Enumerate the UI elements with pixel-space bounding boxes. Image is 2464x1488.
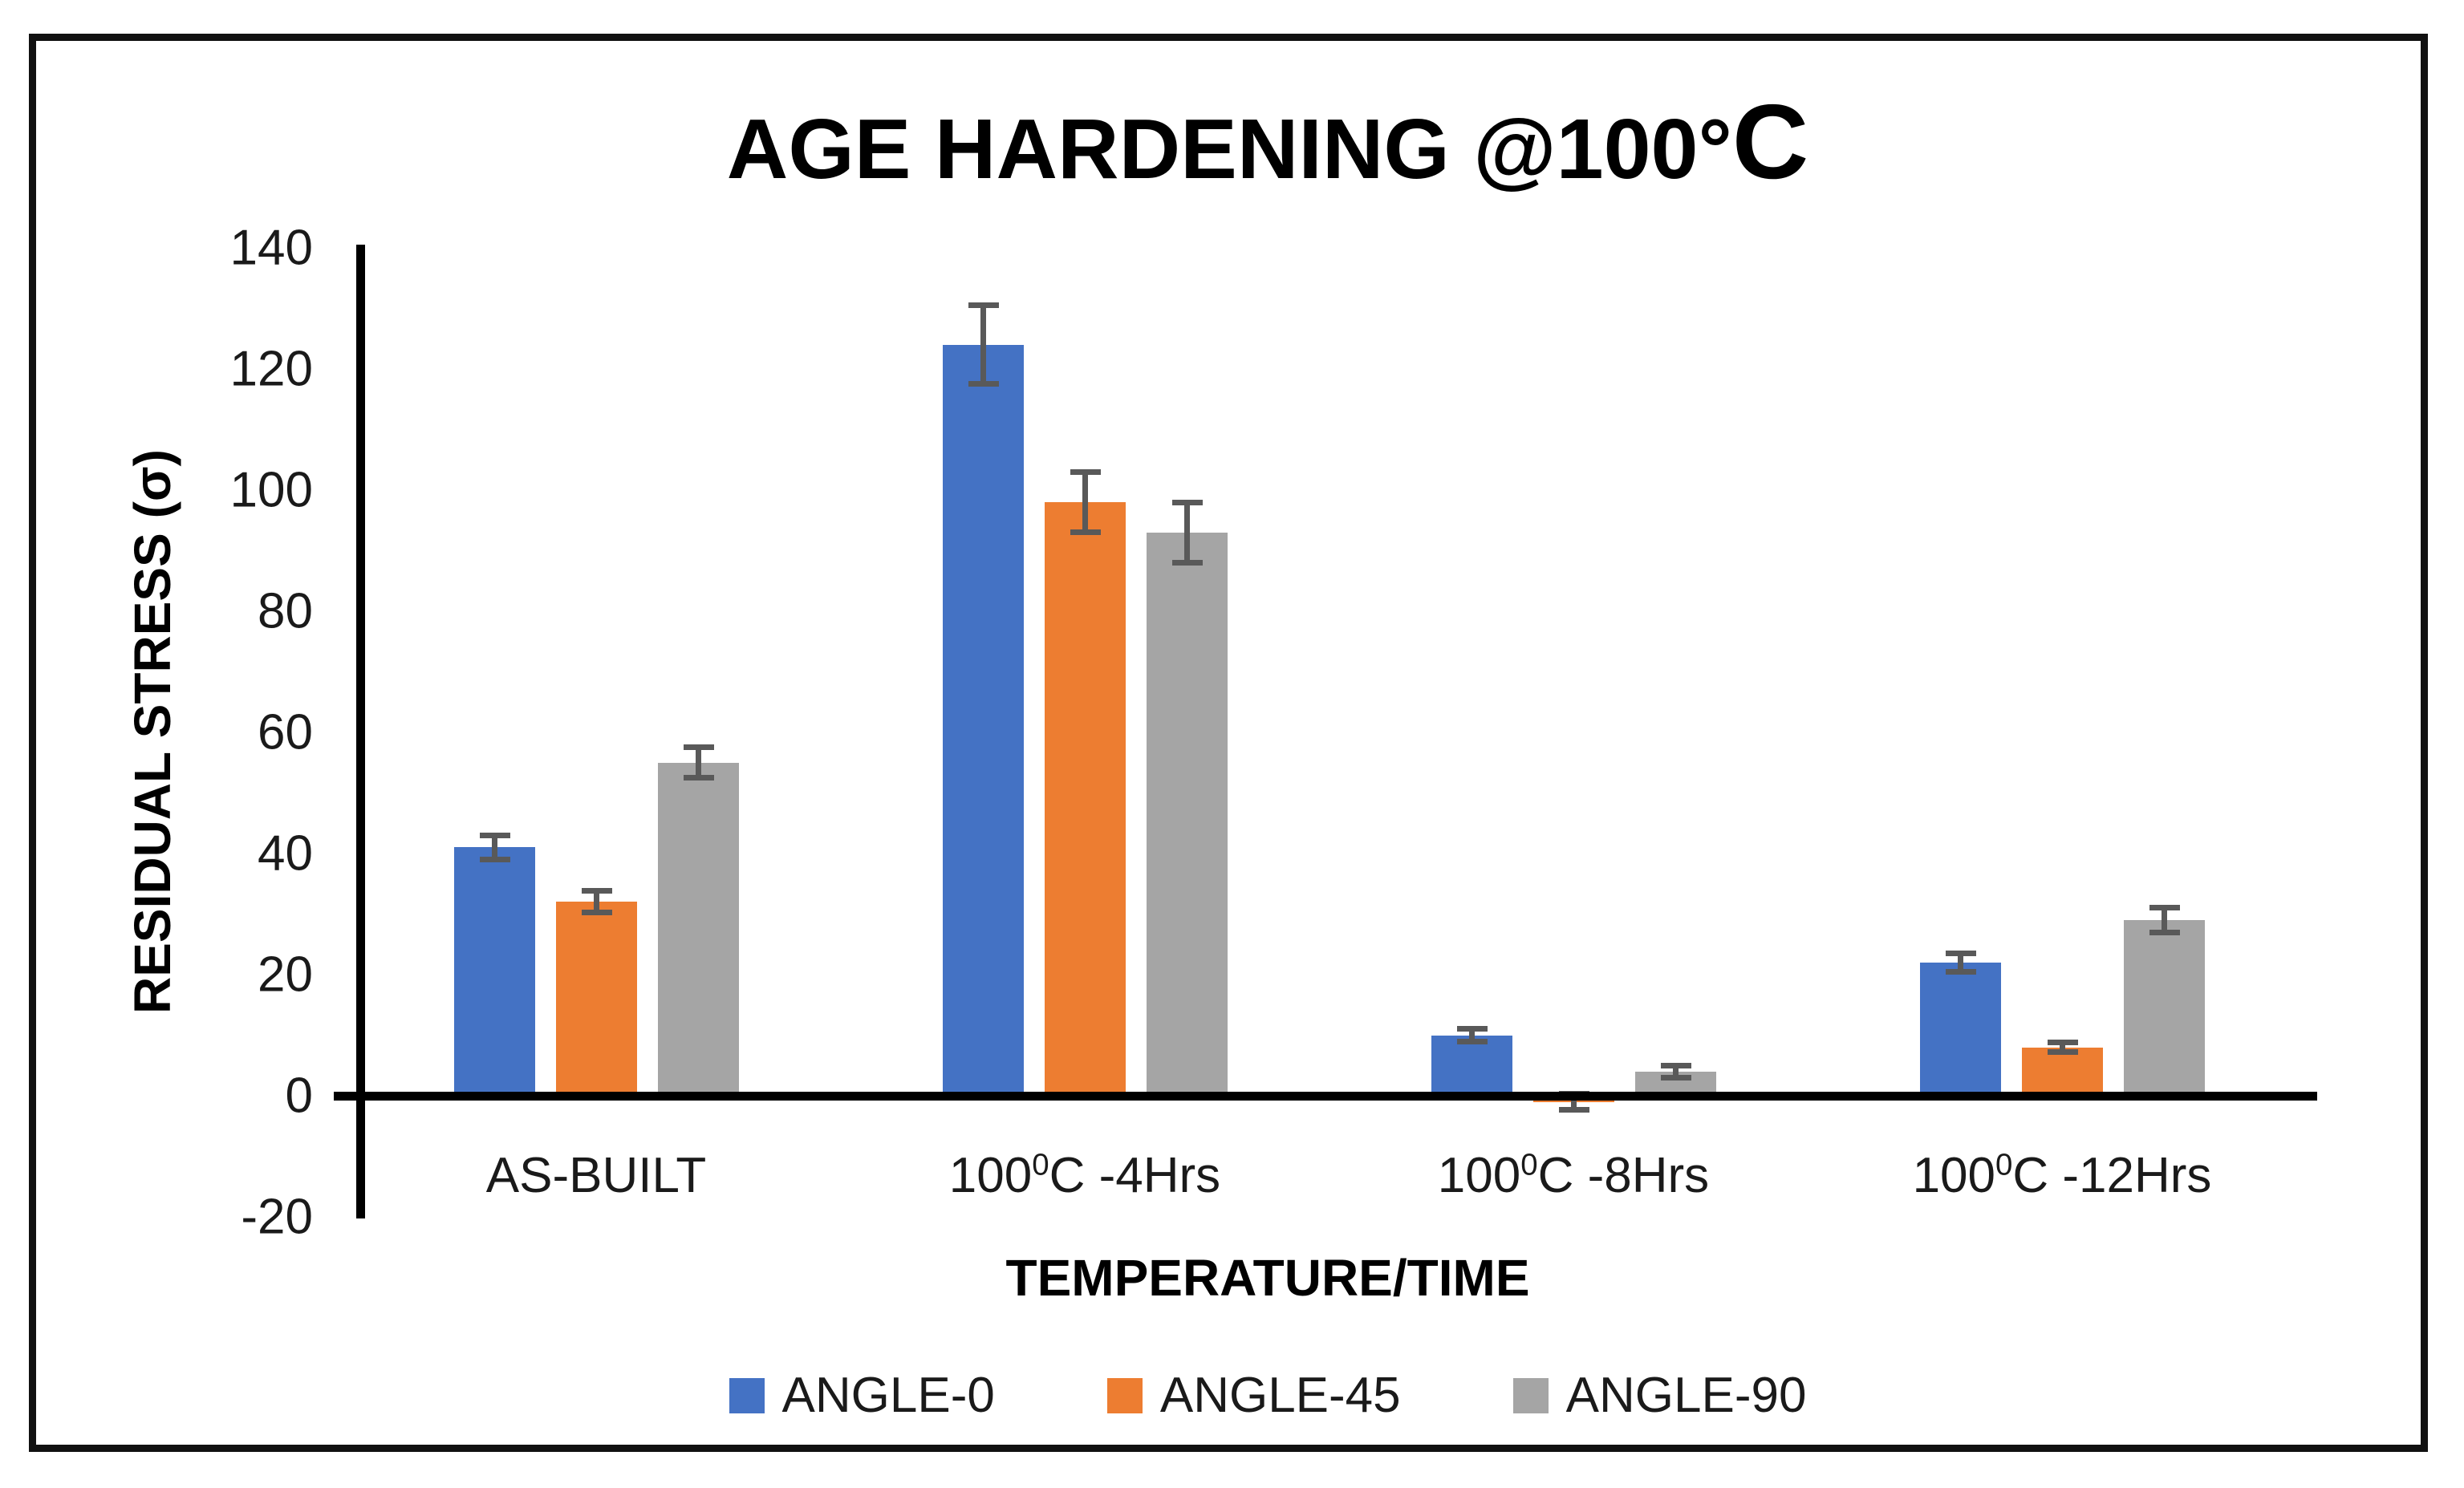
category-label-text: 0 [1520,1147,1538,1182]
error-bar [980,305,986,384]
x-axis-title: TEMPERATURE/TIME [1005,1249,1530,1307]
figure-border [29,34,2428,1452]
chart-title: AGE HARDENING @100°C [72,83,2463,200]
bar-angle-45-2 [1045,502,1126,1096]
error-bar [1082,472,1088,533]
error-bar-cap-top [1660,1062,1691,1068]
error-bar-cap-bottom [1456,1038,1488,1044]
y-tick-label: 100 [229,462,313,518]
error-bar [1958,953,1963,972]
legend-swatch-icon [1512,1377,1549,1413]
error-bar-cap-bottom [1558,1106,1589,1113]
y-tick-label: 40 [258,825,313,882]
error-bar-cap-bottom [1945,968,1976,975]
y-tick-label: 20 [258,947,313,1003]
error-bar [1184,502,1190,563]
zero-tick-mark [334,1092,356,1101]
y-axis-line [356,245,365,1218]
error-bar-cap-bottom [1171,560,1203,566]
error-bar-cap-top [1456,1026,1488,1032]
bar-angle-0-3 [1431,1035,1512,1096]
category-label: AS-BUILT [485,1148,707,1203]
legend-label: ANGLE-0 [781,1368,995,1423]
error-bar-cap-bottom [683,775,714,781]
legend-item-angle-0: ANGLE-0 [729,1367,995,1424]
category-label-text: C -12Hrs [2012,1148,2212,1203]
legend-item-angle-45: ANGLE-45 [1106,1367,1401,1424]
error-bar-cap-bottom [968,381,999,387]
legend-swatch-icon [729,1377,765,1413]
error-bar [492,835,497,860]
error-bar [594,890,599,913]
chart-title-unit: C [1731,83,1809,201]
category-label-text: 0 [1995,1147,2013,1182]
error-bar-cap-top [581,888,612,894]
category-label: 1000C -4Hrs [949,1147,1220,1204]
error-bar-cap-top [1070,468,1101,475]
error-bar-cap-top [2047,1040,2078,1046]
bar-angle-0-4 [1920,962,2001,1096]
category-label: 1000C -12Hrs [1913,1147,2212,1204]
y-tick-label: 120 [229,341,313,397]
category-label-text: C -4Hrs [1049,1148,1221,1203]
chart-title-main: AGE HARDENING @100° [726,102,1732,197]
error-bar [2162,907,2167,933]
error-bar [1469,1028,1475,1042]
legend-label: ANGLE-90 [1565,1368,1807,1423]
bar-angle-90-2 [1147,532,1228,1096]
y-tick-label: 140 [229,220,313,276]
error-bar [1673,1065,1679,1078]
bar-angle-0-1 [454,847,535,1096]
category-label-text: 100 [948,1148,1033,1203]
bar-angle-45-1 [556,902,637,1096]
legend-swatch-icon [1106,1377,1143,1413]
y-tick-label: 80 [258,583,313,639]
category-label-text: 100 [1912,1148,1996,1203]
y-tick-label: 0 [285,1068,313,1124]
bar-angle-90-4 [2124,920,2205,1096]
error-bar [1571,1093,1577,1110]
error-bar-cap-bottom [479,857,510,863]
y-tick-label: 60 [258,704,313,760]
error-bar-cap-bottom [581,910,612,916]
error-bar-cap-top [1945,951,1976,957]
bar-angle-45-4 [2022,1047,2103,1096]
category-label-text: C -8Hrs [1537,1148,1710,1203]
error-bar-cap-bottom [1660,1074,1691,1081]
error-bar-cap-top [683,744,714,751]
error-bar-cap-bottom [2047,1049,2078,1056]
category-label-text: 0 [1032,1147,1049,1182]
error-bar-cap-bottom [1070,529,1101,536]
error-bar [2060,1042,2065,1052]
error-bar-cap-top [968,302,999,309]
error-bar [696,747,701,778]
error-bar-cap-top [2149,905,2180,911]
legend-label: ANGLE-45 [1159,1368,1401,1423]
legend: ANGLE-0 ANGLE-45 ANGLE-90 [72,1367,2463,1424]
legend-item-angle-90: ANGLE-90 [1512,1367,1807,1424]
error-bar-cap-bottom [2149,929,2180,935]
error-bar-cap-top [1171,499,1203,505]
category-label: 1000C -8Hrs [1438,1147,1709,1204]
bar-angle-0-2 [943,344,1024,1096]
x-axis-line [356,1092,2317,1101]
bar-angle-90-1 [658,762,739,1096]
y-tick-label: -20 [241,1189,313,1245]
category-label-text: 100 [1437,1148,1521,1203]
error-bar-cap-top [479,832,510,838]
